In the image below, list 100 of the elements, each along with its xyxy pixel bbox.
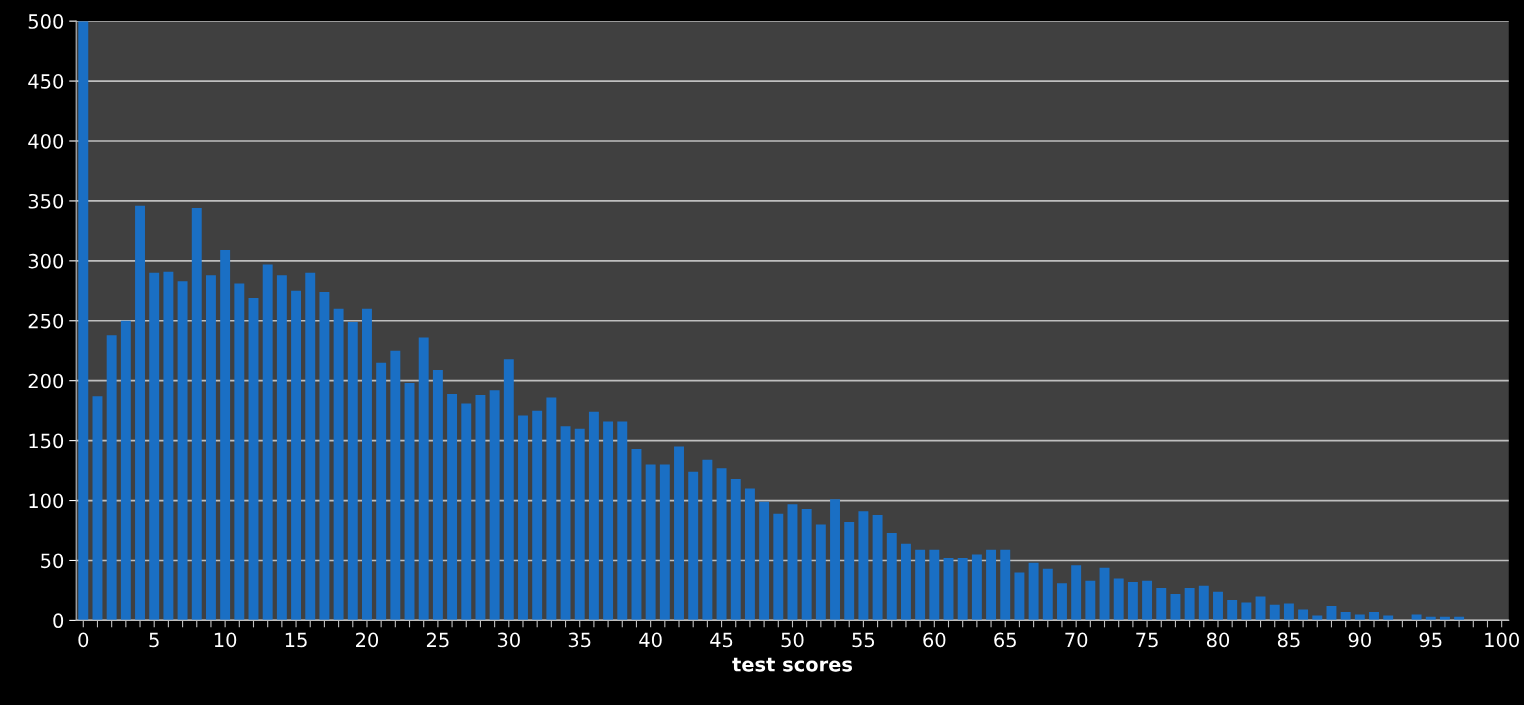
x-tick-label: 60 bbox=[923, 632, 946, 648]
bar bbox=[447, 393, 458, 621]
bar bbox=[900, 543, 911, 621]
bar bbox=[404, 383, 415, 621]
bar bbox=[319, 292, 330, 621]
bar bbox=[1142, 580, 1153, 621]
bar bbox=[135, 205, 145, 621]
bar bbox=[1057, 583, 1067, 621]
bar bbox=[744, 488, 755, 621]
bar bbox=[1269, 604, 1280, 621]
bar bbox=[617, 421, 628, 621]
bar bbox=[1198, 585, 1209, 621]
bar bbox=[120, 320, 131, 621]
x-tick-label: 95 bbox=[1419, 632, 1442, 648]
x-tick-label: 45 bbox=[710, 632, 733, 648]
y-tick-label: 450 bbox=[28, 74, 64, 89]
bar bbox=[305, 272, 316, 621]
bar bbox=[1014, 572, 1025, 621]
y-tick-label: 400 bbox=[28, 133, 64, 149]
x-axis-title: test scores bbox=[732, 657, 853, 672]
bar bbox=[1241, 602, 1252, 621]
bar bbox=[1000, 549, 1011, 621]
bar bbox=[234, 283, 245, 621]
bar bbox=[957, 558, 968, 621]
bar bbox=[362, 308, 372, 621]
bar bbox=[716, 468, 727, 621]
bar bbox=[688, 471, 699, 621]
bar bbox=[1283, 603, 1294, 621]
bar bbox=[1340, 612, 1351, 621]
y-tick-label: 0 bbox=[53, 613, 64, 629]
bar bbox=[886, 532, 897, 621]
bar bbox=[645, 464, 656, 621]
bar bbox=[929, 549, 940, 621]
bar bbox=[787, 504, 798, 621]
x-tick-label: 30 bbox=[497, 632, 520, 648]
bar bbox=[276, 275, 287, 621]
bar bbox=[518, 415, 528, 621]
bar bbox=[390, 350, 401, 621]
y-tick-label: 250 bbox=[28, 313, 64, 329]
bar bbox=[461, 403, 472, 621]
bar bbox=[971, 554, 982, 621]
bar bbox=[177, 281, 188, 621]
bar bbox=[603, 421, 614, 621]
bar bbox=[986, 549, 997, 621]
bar bbox=[489, 390, 500, 621]
bar bbox=[858, 511, 869, 621]
x-tick-label: 70 bbox=[1065, 632, 1088, 648]
bar bbox=[943, 558, 954, 621]
bar bbox=[475, 395, 486, 621]
x-tick-label: 15 bbox=[285, 632, 307, 648]
bar bbox=[830, 499, 840, 621]
bar bbox=[1326, 606, 1337, 621]
bar bbox=[432, 369, 443, 621]
x-tick-label: 0 bbox=[78, 632, 89, 648]
bar bbox=[815, 524, 826, 621]
bar bbox=[1411, 614, 1422, 621]
bar bbox=[163, 271, 174, 621]
bar bbox=[191, 208, 202, 621]
bar bbox=[588, 411, 599, 621]
y-tick-label: 100 bbox=[29, 493, 64, 509]
bar bbox=[418, 337, 429, 621]
bar bbox=[291, 290, 302, 621]
y-tick-label: 350 bbox=[28, 193, 64, 209]
x-tick-label: 5 bbox=[149, 632, 159, 648]
bar bbox=[773, 513, 784, 621]
x-tick-label: 25 bbox=[426, 632, 449, 648]
bar bbox=[248, 298, 259, 621]
bar bbox=[1184, 588, 1195, 621]
bar bbox=[1071, 565, 1082, 621]
x-tick-label: 75 bbox=[1136, 632, 1158, 648]
bar bbox=[1227, 600, 1238, 621]
bar bbox=[1298, 609, 1309, 621]
bar bbox=[560, 426, 571, 621]
bar bbox=[1127, 582, 1138, 621]
bar bbox=[503, 359, 514, 621]
bar bbox=[347, 321, 358, 621]
bar bbox=[1156, 588, 1167, 621]
bar bbox=[759, 501, 770, 621]
bar bbox=[262, 264, 273, 621]
bar bbox=[1255, 596, 1266, 621]
bar bbox=[631, 449, 642, 621]
bar bbox=[659, 464, 670, 621]
bar bbox=[220, 250, 231, 621]
bar bbox=[92, 396, 103, 621]
bar bbox=[149, 272, 160, 621]
bar bbox=[1042, 568, 1053, 621]
y-tick-label: 50 bbox=[41, 553, 64, 569]
x-tick-label: 10 bbox=[214, 632, 237, 648]
bar bbox=[702, 459, 713, 621]
bar bbox=[205, 275, 216, 621]
bar bbox=[1170, 594, 1181, 621]
bar bbox=[872, 514, 883, 621]
bar bbox=[546, 397, 557, 621]
x-tick-label: 85 bbox=[1277, 632, 1300, 648]
bar bbox=[730, 478, 741, 621]
x-tick-label: 40 bbox=[639, 632, 662, 648]
bar bbox=[1028, 562, 1039, 621]
x-tick-label: 20 bbox=[356, 632, 379, 648]
bar bbox=[1113, 578, 1124, 621]
x-tick-label: 55 bbox=[852, 632, 875, 648]
